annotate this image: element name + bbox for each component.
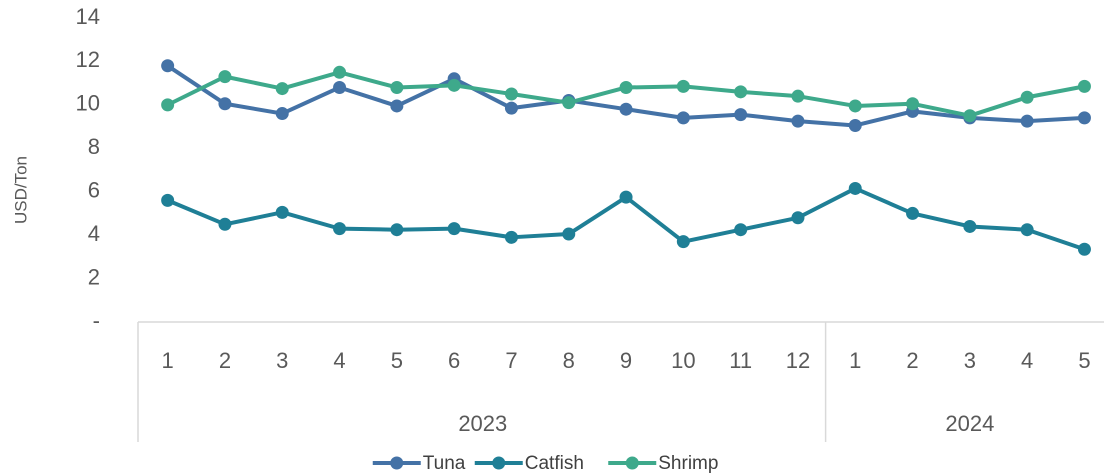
data-point [791, 89, 805, 103]
x-tick-label: 10 [671, 348, 695, 373]
data-point [791, 114, 805, 128]
data-point [161, 59, 175, 73]
x-tick-label: 8 [563, 348, 575, 373]
legend-label: Shrimp [658, 453, 718, 474]
x-tick-label: 4 [1021, 348, 1033, 373]
data-point [390, 223, 404, 237]
x-tick-label: 2 [906, 348, 918, 373]
data-point [218, 217, 232, 231]
data-point [676, 79, 690, 93]
x-tick-label: 6 [448, 348, 460, 373]
data-point [734, 108, 748, 122]
y-tick-label: 2 [88, 264, 100, 289]
y-tick-label: 6 [88, 178, 100, 203]
x-tick-label: 2 [219, 348, 231, 373]
data-point [218, 70, 232, 84]
data-point [218, 97, 232, 111]
legend-marker [625, 456, 639, 470]
x-tick-label: 3 [964, 348, 976, 373]
group-label: 2023 [458, 411, 507, 436]
x-tick-label: 1 [162, 348, 174, 373]
data-point [504, 230, 518, 244]
data-point [848, 181, 862, 195]
y-tick-label: 12 [76, 47, 100, 72]
y-tick-label: 8 [88, 134, 100, 159]
group-label: 2024 [945, 411, 994, 436]
data-point [1077, 79, 1091, 93]
data-point [504, 87, 518, 101]
data-point [848, 118, 862, 132]
legend-label: Catfish [525, 453, 584, 474]
data-point [963, 109, 977, 123]
data-point [791, 211, 805, 225]
x-tick-label: 12 [786, 348, 810, 373]
data-point [676, 111, 690, 125]
data-point [562, 227, 576, 241]
data-point [1020, 114, 1034, 128]
data-point [447, 78, 461, 92]
data-point [161, 193, 175, 207]
y-tick-label: 10 [76, 91, 100, 116]
data-point [1077, 242, 1091, 256]
data-point [619, 190, 633, 204]
data-point [390, 99, 404, 113]
data-point [1020, 90, 1034, 104]
y-tick-label: 14 [76, 4, 100, 29]
data-point [504, 101, 518, 115]
x-tick-label: 5 [391, 348, 403, 373]
y-tick-label: 4 [88, 221, 100, 246]
data-point [848, 99, 862, 113]
x-tick-label: 7 [505, 348, 517, 373]
x-tick-label: 11 [729, 348, 752, 373]
data-point [333, 80, 347, 94]
x-tick-label: 9 [620, 348, 632, 373]
data-point [333, 65, 347, 79]
data-point [619, 102, 633, 116]
y-axis-label: USD/Ton [11, 156, 30, 224]
y-tick-label: - [93, 308, 100, 333]
data-point [275, 82, 289, 96]
x-tick-label: 5 [1078, 348, 1090, 373]
data-point [734, 85, 748, 99]
data-point [676, 235, 690, 249]
data-point [390, 80, 404, 94]
data-point [1077, 111, 1091, 125]
data-point [161, 98, 175, 112]
data-point [963, 219, 977, 233]
x-tick-label: 4 [333, 348, 345, 373]
legend-marker [390, 456, 404, 470]
x-tick-label: 3 [276, 348, 288, 373]
data-point [906, 206, 920, 220]
legend-marker [492, 456, 506, 470]
x-tick-label: 1 [849, 348, 861, 373]
series-line [166, 64, 1085, 128]
data-point [1020, 223, 1034, 237]
data-point [333, 222, 347, 236]
data-point [562, 96, 576, 110]
data-point [619, 80, 633, 94]
legend-label: Tuna [423, 453, 466, 474]
data-point [275, 107, 289, 121]
data-point [275, 205, 289, 219]
data-point [734, 223, 748, 237]
data-point [906, 97, 920, 111]
data-point [447, 222, 461, 236]
